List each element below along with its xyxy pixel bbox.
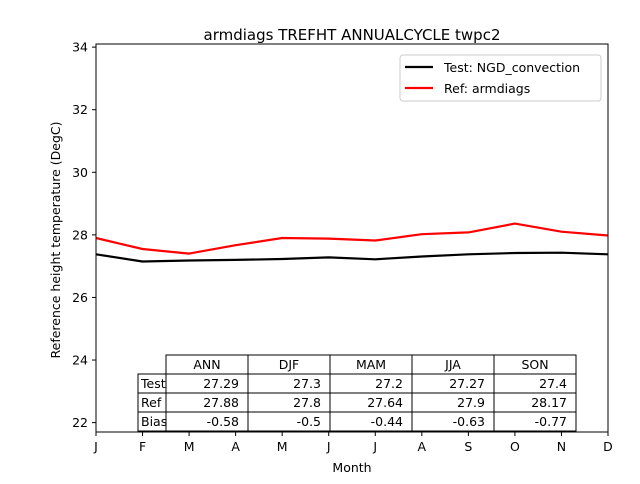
table-cell-value: -0.77 xyxy=(535,414,567,429)
x-tick-label: F xyxy=(139,439,146,454)
table-cell-value: -0.44 xyxy=(371,414,403,429)
x-axis-label: Month xyxy=(332,460,371,475)
y-tick-label: 24 xyxy=(72,353,88,368)
table-cell-value: 27.4 xyxy=(539,376,567,391)
stats-table: ANN DJF MAM JJA SON Test 27.29 27.3 27.2 27.27 27.… xyxy=(137,354,577,432)
x-tick-label: M xyxy=(184,439,195,454)
y-tick-label: 32 xyxy=(72,102,88,117)
plot-frame xyxy=(95,43,609,433)
x-tick-label: M xyxy=(277,439,288,454)
table-header-bg xyxy=(166,355,576,374)
table-cell-value: 27.8 xyxy=(293,395,321,410)
table-cell-value: 27.29 xyxy=(203,376,239,391)
y-tick-label: 22 xyxy=(72,415,88,430)
legend: Test: NGD_convection Ref: armdiags xyxy=(399,54,602,102)
table-cell-value: 27.27 xyxy=(449,376,485,391)
table-row-label: Ref xyxy=(141,395,162,410)
y-tick-label: 26 xyxy=(72,290,88,305)
x-tick-label: A xyxy=(418,439,427,454)
series-lines xyxy=(95,222,609,263)
table-cell-value: -0.63 xyxy=(453,414,485,429)
y-tick-label: 30 xyxy=(72,165,88,180)
legend-box xyxy=(399,54,602,102)
y-tick-label: 28 xyxy=(72,227,88,242)
table-row-label: Test xyxy=(140,376,166,391)
table-column-header: ANN xyxy=(193,357,220,372)
series-line-ref xyxy=(95,222,609,255)
table-cell-value: -0.58 xyxy=(207,414,239,429)
x-tick-label: N xyxy=(557,439,566,454)
x-tick-label: J xyxy=(93,439,98,454)
table-cell-value: 28.17 xyxy=(531,395,567,410)
table-cell xyxy=(493,411,577,432)
x-tick-label: J xyxy=(326,439,331,454)
table-row-label: Bias xyxy=(141,414,167,429)
table-cell-value: -0.5 xyxy=(297,414,321,429)
table-column-header: JJA xyxy=(444,357,461,372)
table-cell-value: 27.3 xyxy=(293,376,321,391)
table-cell-value: 27.2 xyxy=(375,376,403,391)
series-line-test xyxy=(95,251,609,263)
table-column-header: DJF xyxy=(279,357,300,372)
table-column-header: SON xyxy=(521,357,548,372)
table-column-header: MAM xyxy=(356,357,386,372)
x-tick-label: D xyxy=(603,439,613,454)
y-tick-label: 34 xyxy=(72,40,88,55)
x-tick-label: J xyxy=(372,439,377,454)
table-cell-value: 27.9 xyxy=(457,395,485,410)
y-ticks: 22 24 26 28 30 32 34 xyxy=(72,40,96,430)
x-tick-label: O xyxy=(510,439,520,454)
chart-title: armdiags TREFHT ANNUALCYCLE twpc2 xyxy=(204,26,501,44)
legend-label-test: Test: NGD_convection xyxy=(443,60,580,75)
x-tick-label: A xyxy=(231,439,240,454)
x-tick-label: S xyxy=(464,439,472,454)
table-body-bg xyxy=(138,374,576,431)
table-cell-value: 27.64 xyxy=(367,395,403,410)
legend-label-ref: Ref: armdiags xyxy=(444,81,530,96)
table-cell-value: 27.88 xyxy=(203,395,239,410)
y-axis-label: Reference height temperature (DegC) xyxy=(48,121,63,358)
